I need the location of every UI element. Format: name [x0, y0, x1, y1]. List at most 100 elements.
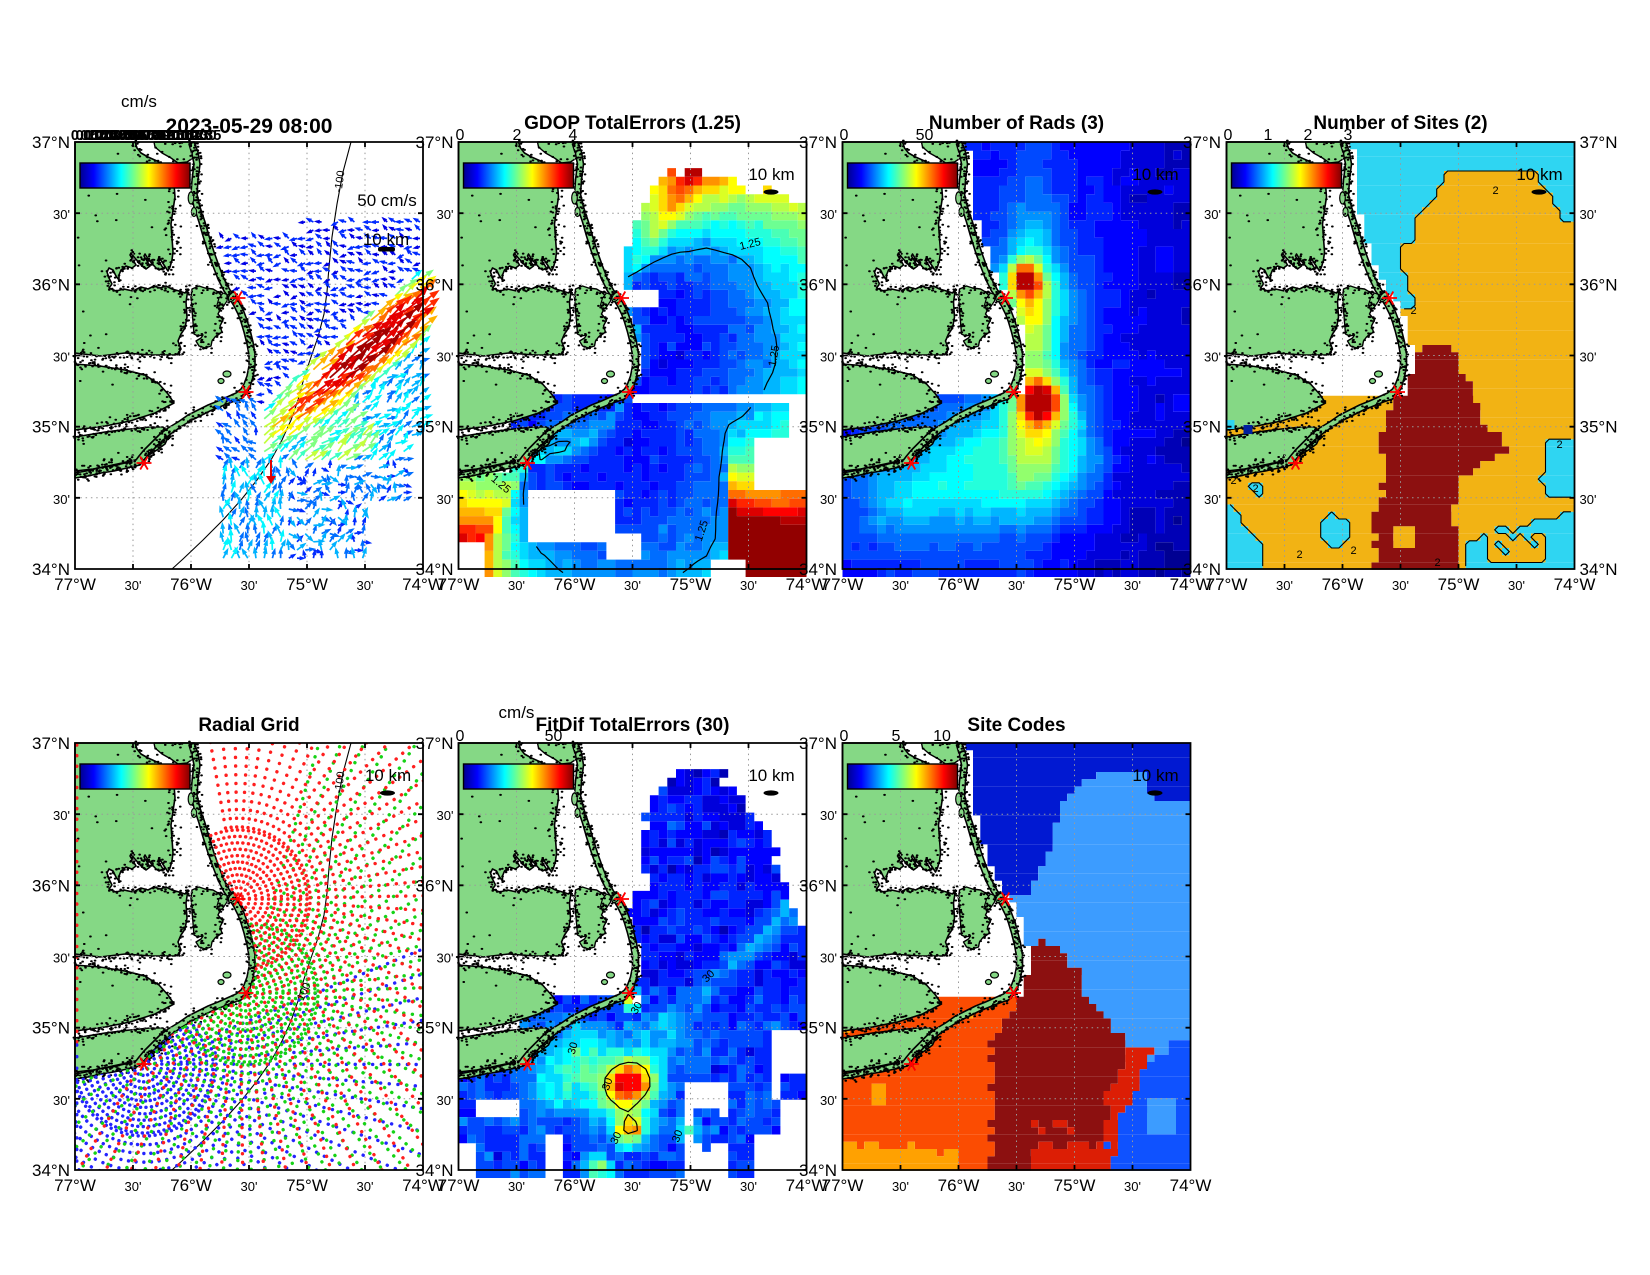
- svg-text:36°N: 36°N: [799, 275, 837, 294]
- svg-text:30': 30': [892, 578, 909, 593]
- svg-text:34°N: 34°N: [1580, 560, 1618, 579]
- svg-text:1.25: 1.25: [738, 236, 762, 253]
- svg-text:30: 30: [608, 1130, 624, 1146]
- svg-text:75°W: 75°W: [1054, 1176, 1096, 1195]
- svg-text:30': 30': [437, 1093, 454, 1108]
- svg-text:30': 30': [624, 1179, 641, 1194]
- svg-text:30': 30': [740, 1179, 757, 1194]
- svg-text:75°W: 75°W: [670, 1176, 712, 1195]
- svg-text:Site Codes: Site Codes: [967, 715, 1065, 736]
- svg-text:36°N: 36°N: [32, 876, 70, 895]
- svg-text:-100: -100: [333, 170, 348, 193]
- svg-text:30': 30': [53, 951, 70, 966]
- svg-text:3: 3: [1344, 127, 1353, 144]
- svg-text:10 km: 10 km: [365, 766, 411, 785]
- svg-text:34°N: 34°N: [799, 560, 837, 579]
- svg-text:30': 30': [53, 808, 70, 823]
- svg-text:30: 30: [670, 1128, 685, 1144]
- svg-text:30': 30': [53, 207, 70, 222]
- svg-text:30': 30': [1204, 207, 1221, 222]
- svg-text:30': 30': [1204, 350, 1221, 365]
- svg-text:30': 30': [820, 350, 837, 365]
- svg-text:30': 30': [1580, 207, 1597, 222]
- svg-text:30': 30': [437, 951, 454, 966]
- svg-text:4: 4: [569, 127, 578, 144]
- svg-text:Number of Rads (3): Number of Rads (3): [929, 113, 1104, 134]
- svg-text:37°N: 37°N: [416, 133, 454, 152]
- svg-text:2: 2: [1493, 185, 1499, 197]
- svg-text:74°W: 74°W: [402, 575, 444, 594]
- svg-text:50: 50: [545, 728, 563, 745]
- svg-text:30': 30': [53, 492, 70, 507]
- svg-text:30': 30': [53, 350, 70, 365]
- svg-text:76°W: 76°W: [170, 575, 212, 594]
- svg-text:30': 30': [508, 578, 525, 593]
- svg-text:30': 30': [892, 1179, 909, 1194]
- svg-text:10 km: 10 km: [363, 230, 409, 249]
- svg-text:2: 2: [1304, 127, 1313, 144]
- svg-text:35°N: 35°N: [32, 1019, 70, 1038]
- svg-text:10: 10: [933, 728, 951, 745]
- svg-text:30: 30: [600, 1076, 615, 1092]
- svg-text:10 km: 10 km: [1132, 766, 1178, 785]
- svg-text:GDOP TotalErrors (1.25): GDOP TotalErrors (1.25): [524, 113, 741, 134]
- svg-text:FitDif TotalErrors (30): FitDif TotalErrors (30): [536, 715, 730, 736]
- svg-text:10 km: 10 km: [748, 766, 794, 785]
- svg-text:30': 30': [241, 578, 258, 593]
- svg-text:77°W: 77°W: [54, 1176, 96, 1195]
- svg-text:75°W: 75°W: [286, 575, 328, 594]
- svg-text:75°W: 75°W: [1438, 575, 1480, 594]
- svg-text:-100: -100: [333, 771, 348, 794]
- svg-text:cm/s: cm/s: [121, 92, 157, 111]
- svg-text:76°W: 76°W: [170, 1176, 212, 1195]
- svg-text:37°N: 37°N: [32, 133, 70, 152]
- svg-text:34°N: 34°N: [1183, 560, 1221, 579]
- svg-text:74°W: 74°W: [1170, 575, 1212, 594]
- svg-text:2: 2: [1435, 557, 1441, 569]
- svg-text:34°N: 34°N: [416, 560, 454, 579]
- svg-text:30': 30': [820, 207, 837, 222]
- svg-text:74°W: 74°W: [1170, 1176, 1212, 1195]
- svg-text:Number of Sites (2): Number of Sites (2): [1313, 113, 1487, 134]
- svg-text:77°W: 77°W: [438, 1176, 480, 1195]
- svg-text:30': 30': [437, 350, 454, 365]
- svg-text:2: 2: [513, 127, 522, 144]
- svg-text:35°N: 35°N: [799, 1019, 837, 1038]
- svg-text:34°N: 34°N: [416, 1161, 454, 1180]
- svg-text:74°W: 74°W: [786, 1176, 828, 1195]
- svg-text:1.25: 1.25: [767, 344, 783, 367]
- svg-text:37°N: 37°N: [799, 133, 837, 152]
- svg-text:77°W: 77°W: [54, 575, 96, 594]
- svg-text:2: 2: [1411, 305, 1417, 317]
- svg-text:50 cm/s: 50 cm/s: [357, 191, 417, 210]
- svg-text:36°N: 36°N: [799, 876, 837, 895]
- svg-text:75°W: 75°W: [286, 1176, 328, 1195]
- svg-text:30': 30': [357, 1179, 374, 1194]
- svg-text:76°W: 76°W: [554, 575, 596, 594]
- svg-text:1: 1: [1264, 127, 1273, 144]
- svg-text:34°N: 34°N: [32, 1161, 70, 1180]
- svg-text:36°N: 36°N: [1183, 275, 1221, 294]
- svg-text:77°W: 77°W: [438, 575, 480, 594]
- svg-text:30': 30': [820, 492, 837, 507]
- svg-text:30': 30': [1580, 350, 1597, 365]
- svg-text:cm/s: cm/s: [499, 703, 535, 722]
- svg-text:35°N: 35°N: [32, 418, 70, 437]
- svg-text:0: 0: [840, 728, 849, 745]
- svg-text:77°W: 77°W: [822, 1176, 864, 1195]
- svg-text:30': 30': [125, 578, 142, 593]
- svg-text:30': 30': [53, 1093, 70, 1108]
- svg-text:36°N: 36°N: [32, 275, 70, 294]
- svg-text:50: 50: [916, 127, 934, 144]
- svg-text:30': 30': [1392, 578, 1409, 593]
- svg-text:30': 30': [820, 951, 837, 966]
- svg-text:35°N: 35°N: [416, 1019, 454, 1038]
- svg-text:30': 30': [437, 492, 454, 507]
- svg-text:2: 2: [1557, 439, 1563, 451]
- svg-text:30': 30': [1008, 578, 1025, 593]
- svg-text:74°W: 74°W: [1554, 575, 1596, 594]
- svg-text:76°W: 76°W: [938, 575, 980, 594]
- svg-text:2: 2: [1297, 549, 1303, 561]
- svg-text:30': 30': [1204, 492, 1221, 507]
- svg-text:76°W: 76°W: [554, 1176, 596, 1195]
